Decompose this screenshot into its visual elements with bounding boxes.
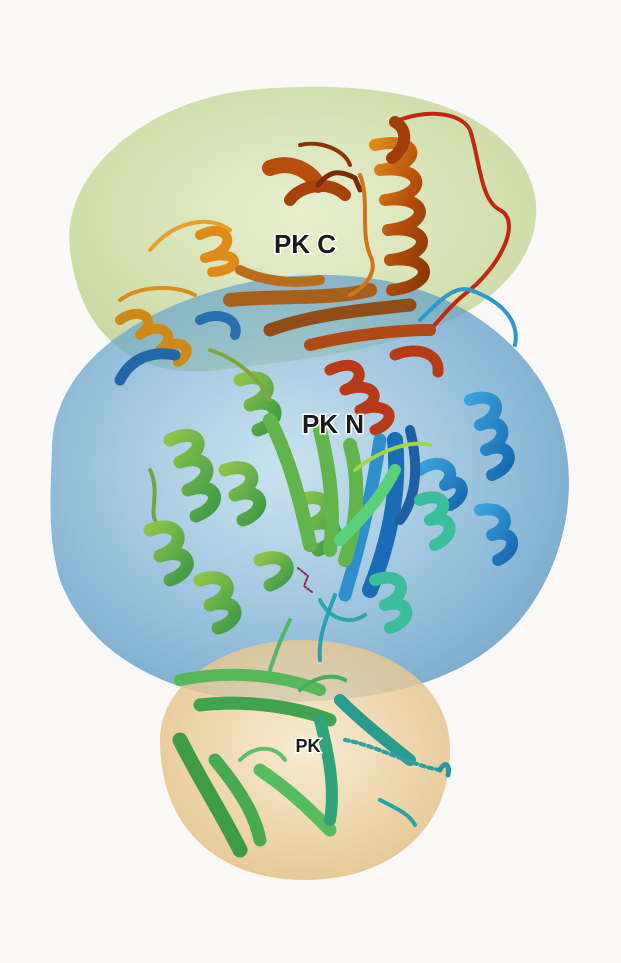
ribbon-n-region: [114, 287, 519, 635]
ribbon-pk-region: [172, 593, 451, 858]
domain-label-pk-n: PK N: [302, 409, 364, 439]
ribbon-c-region: [115, 111, 511, 436]
domain-label-pk-c: PK C: [274, 229, 336, 259]
domain-label-pk: PK: [295, 736, 320, 756]
domain-envelope-pk-n: [50, 274, 569, 703]
